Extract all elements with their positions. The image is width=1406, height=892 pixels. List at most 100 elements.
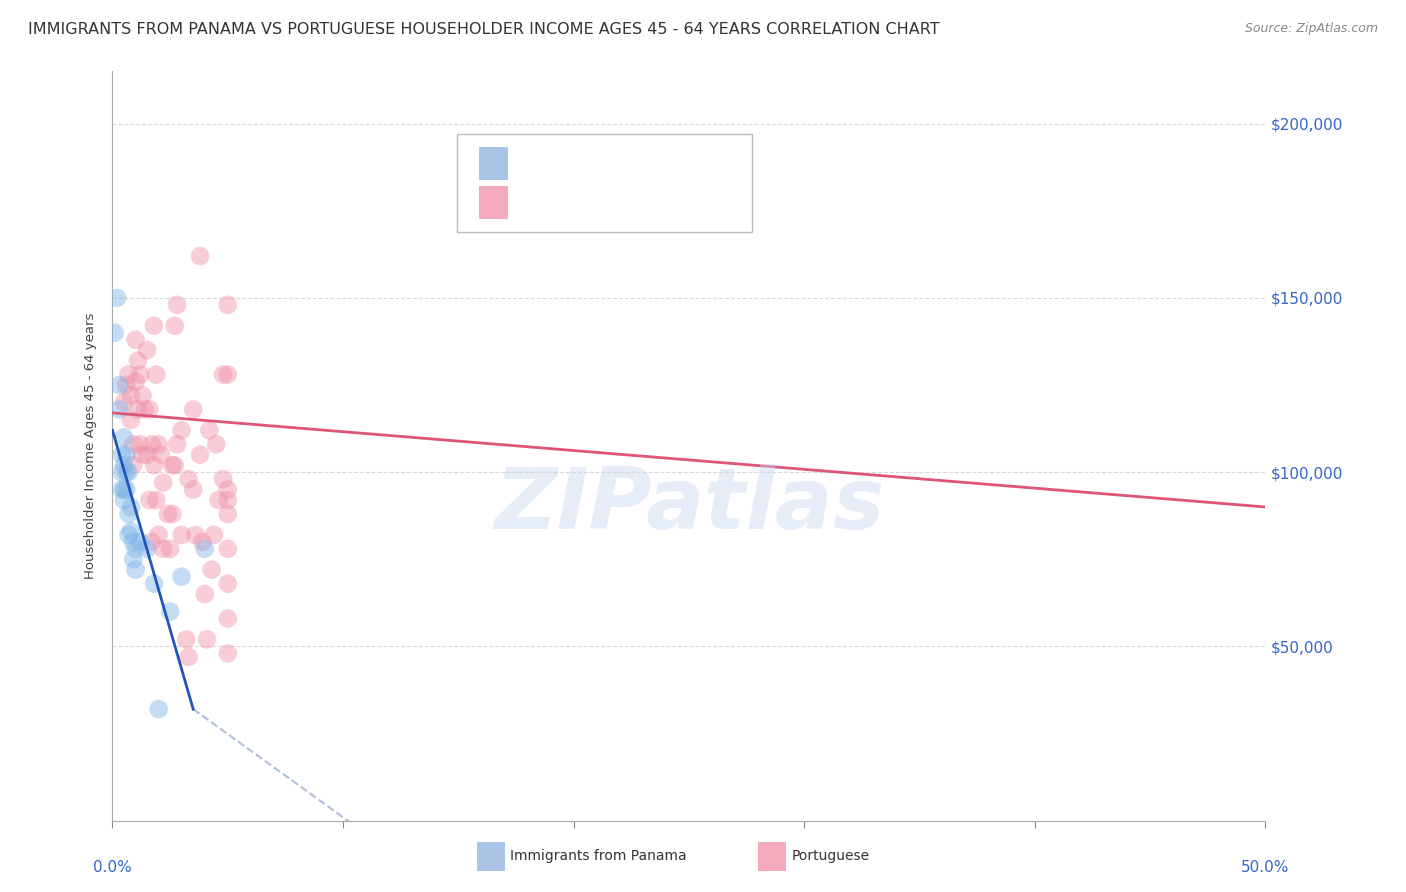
Point — [124, 563, 146, 577]
Point — [148, 528, 170, 542]
Point — [166, 437, 188, 451]
Point — [217, 483, 239, 497]
Point — [184, 528, 207, 542]
Point — [122, 458, 145, 472]
Point — [174, 632, 197, 647]
Point — [136, 541, 159, 556]
Point — [148, 702, 170, 716]
Point — [163, 318, 186, 333]
Text: ZIPatlas: ZIPatlas — [494, 465, 884, 548]
Point — [131, 388, 153, 402]
Point — [131, 448, 153, 462]
Text: 69: 69 — [651, 195, 669, 210]
Text: R =: R = — [517, 156, 548, 170]
Point — [136, 343, 159, 358]
Text: Portuguese: Portuguese — [792, 849, 870, 863]
Text: Immigrants from Panama: Immigrants from Panama — [510, 849, 688, 863]
Point — [145, 493, 167, 508]
Text: 0.0%: 0.0% — [93, 860, 132, 874]
Point — [117, 368, 139, 382]
Point — [201, 563, 224, 577]
Point — [124, 541, 146, 556]
Point — [170, 570, 193, 584]
Point — [166, 298, 188, 312]
Point — [143, 576, 166, 591]
Point — [188, 448, 211, 462]
Point — [111, 448, 134, 462]
Point — [115, 465, 138, 479]
Point — [217, 493, 239, 508]
Point — [217, 368, 239, 382]
Point — [217, 298, 239, 312]
Point — [124, 333, 146, 347]
Point — [205, 437, 228, 451]
Point — [212, 472, 235, 486]
Point — [195, 632, 218, 647]
Point — [198, 423, 221, 437]
Point — [127, 353, 149, 368]
Point — [122, 552, 145, 566]
Point — [162, 507, 184, 521]
Point — [112, 430, 135, 444]
Point — [108, 378, 131, 392]
Point — [108, 402, 131, 417]
Point — [115, 448, 138, 462]
Text: -0.278: -0.278 — [551, 195, 599, 210]
Text: IMMIGRANTS FROM PANAMA VS PORTUGUESE HOUSEHOLDER INCOME AGES 45 - 64 YEARS CORRE: IMMIGRANTS FROM PANAMA VS PORTUGUESE HOU… — [28, 22, 939, 37]
Point — [120, 500, 142, 514]
Point — [177, 472, 200, 486]
Point — [202, 528, 225, 542]
Point — [134, 402, 156, 417]
Point — [122, 437, 145, 451]
Point — [120, 524, 142, 539]
Point — [207, 493, 229, 508]
Point — [217, 576, 239, 591]
Point — [152, 475, 174, 490]
Text: Source: ZipAtlas.com: Source: ZipAtlas.com — [1244, 22, 1378, 36]
Point — [112, 493, 135, 508]
Point — [191, 534, 214, 549]
Point — [124, 375, 146, 389]
Point — [112, 458, 135, 472]
Point — [149, 448, 172, 462]
Point — [148, 437, 170, 451]
Point — [122, 534, 145, 549]
Point — [136, 448, 159, 462]
Text: R =: R = — [517, 195, 548, 210]
Point — [194, 541, 217, 556]
Point — [162, 458, 184, 472]
Point — [112, 483, 135, 497]
Point — [111, 465, 134, 479]
Point — [105, 291, 128, 305]
Point — [138, 493, 160, 508]
Point — [143, 318, 166, 333]
Point — [145, 368, 167, 382]
Point — [156, 507, 179, 521]
Point — [217, 541, 239, 556]
Point — [163, 458, 186, 472]
Point — [152, 541, 174, 556]
Point — [115, 483, 138, 497]
Point — [217, 646, 239, 660]
Point — [141, 534, 163, 549]
Point — [212, 368, 235, 382]
Point — [181, 483, 204, 497]
Point — [112, 395, 135, 409]
Point — [120, 413, 142, 427]
Text: N =: N = — [613, 195, 655, 210]
Point — [188, 249, 211, 263]
Point — [217, 611, 239, 625]
Point — [141, 437, 163, 451]
Point — [111, 483, 134, 497]
Point — [117, 528, 139, 542]
Point — [129, 534, 152, 549]
Point — [159, 605, 181, 619]
Point — [181, 402, 204, 417]
Point — [120, 388, 142, 402]
Text: -0.370: -0.370 — [551, 156, 599, 170]
Point — [170, 423, 193, 437]
Point — [159, 541, 181, 556]
Point — [177, 649, 200, 664]
Text: 50.0%: 50.0% — [1241, 860, 1289, 874]
Text: N =: N = — [613, 156, 655, 170]
